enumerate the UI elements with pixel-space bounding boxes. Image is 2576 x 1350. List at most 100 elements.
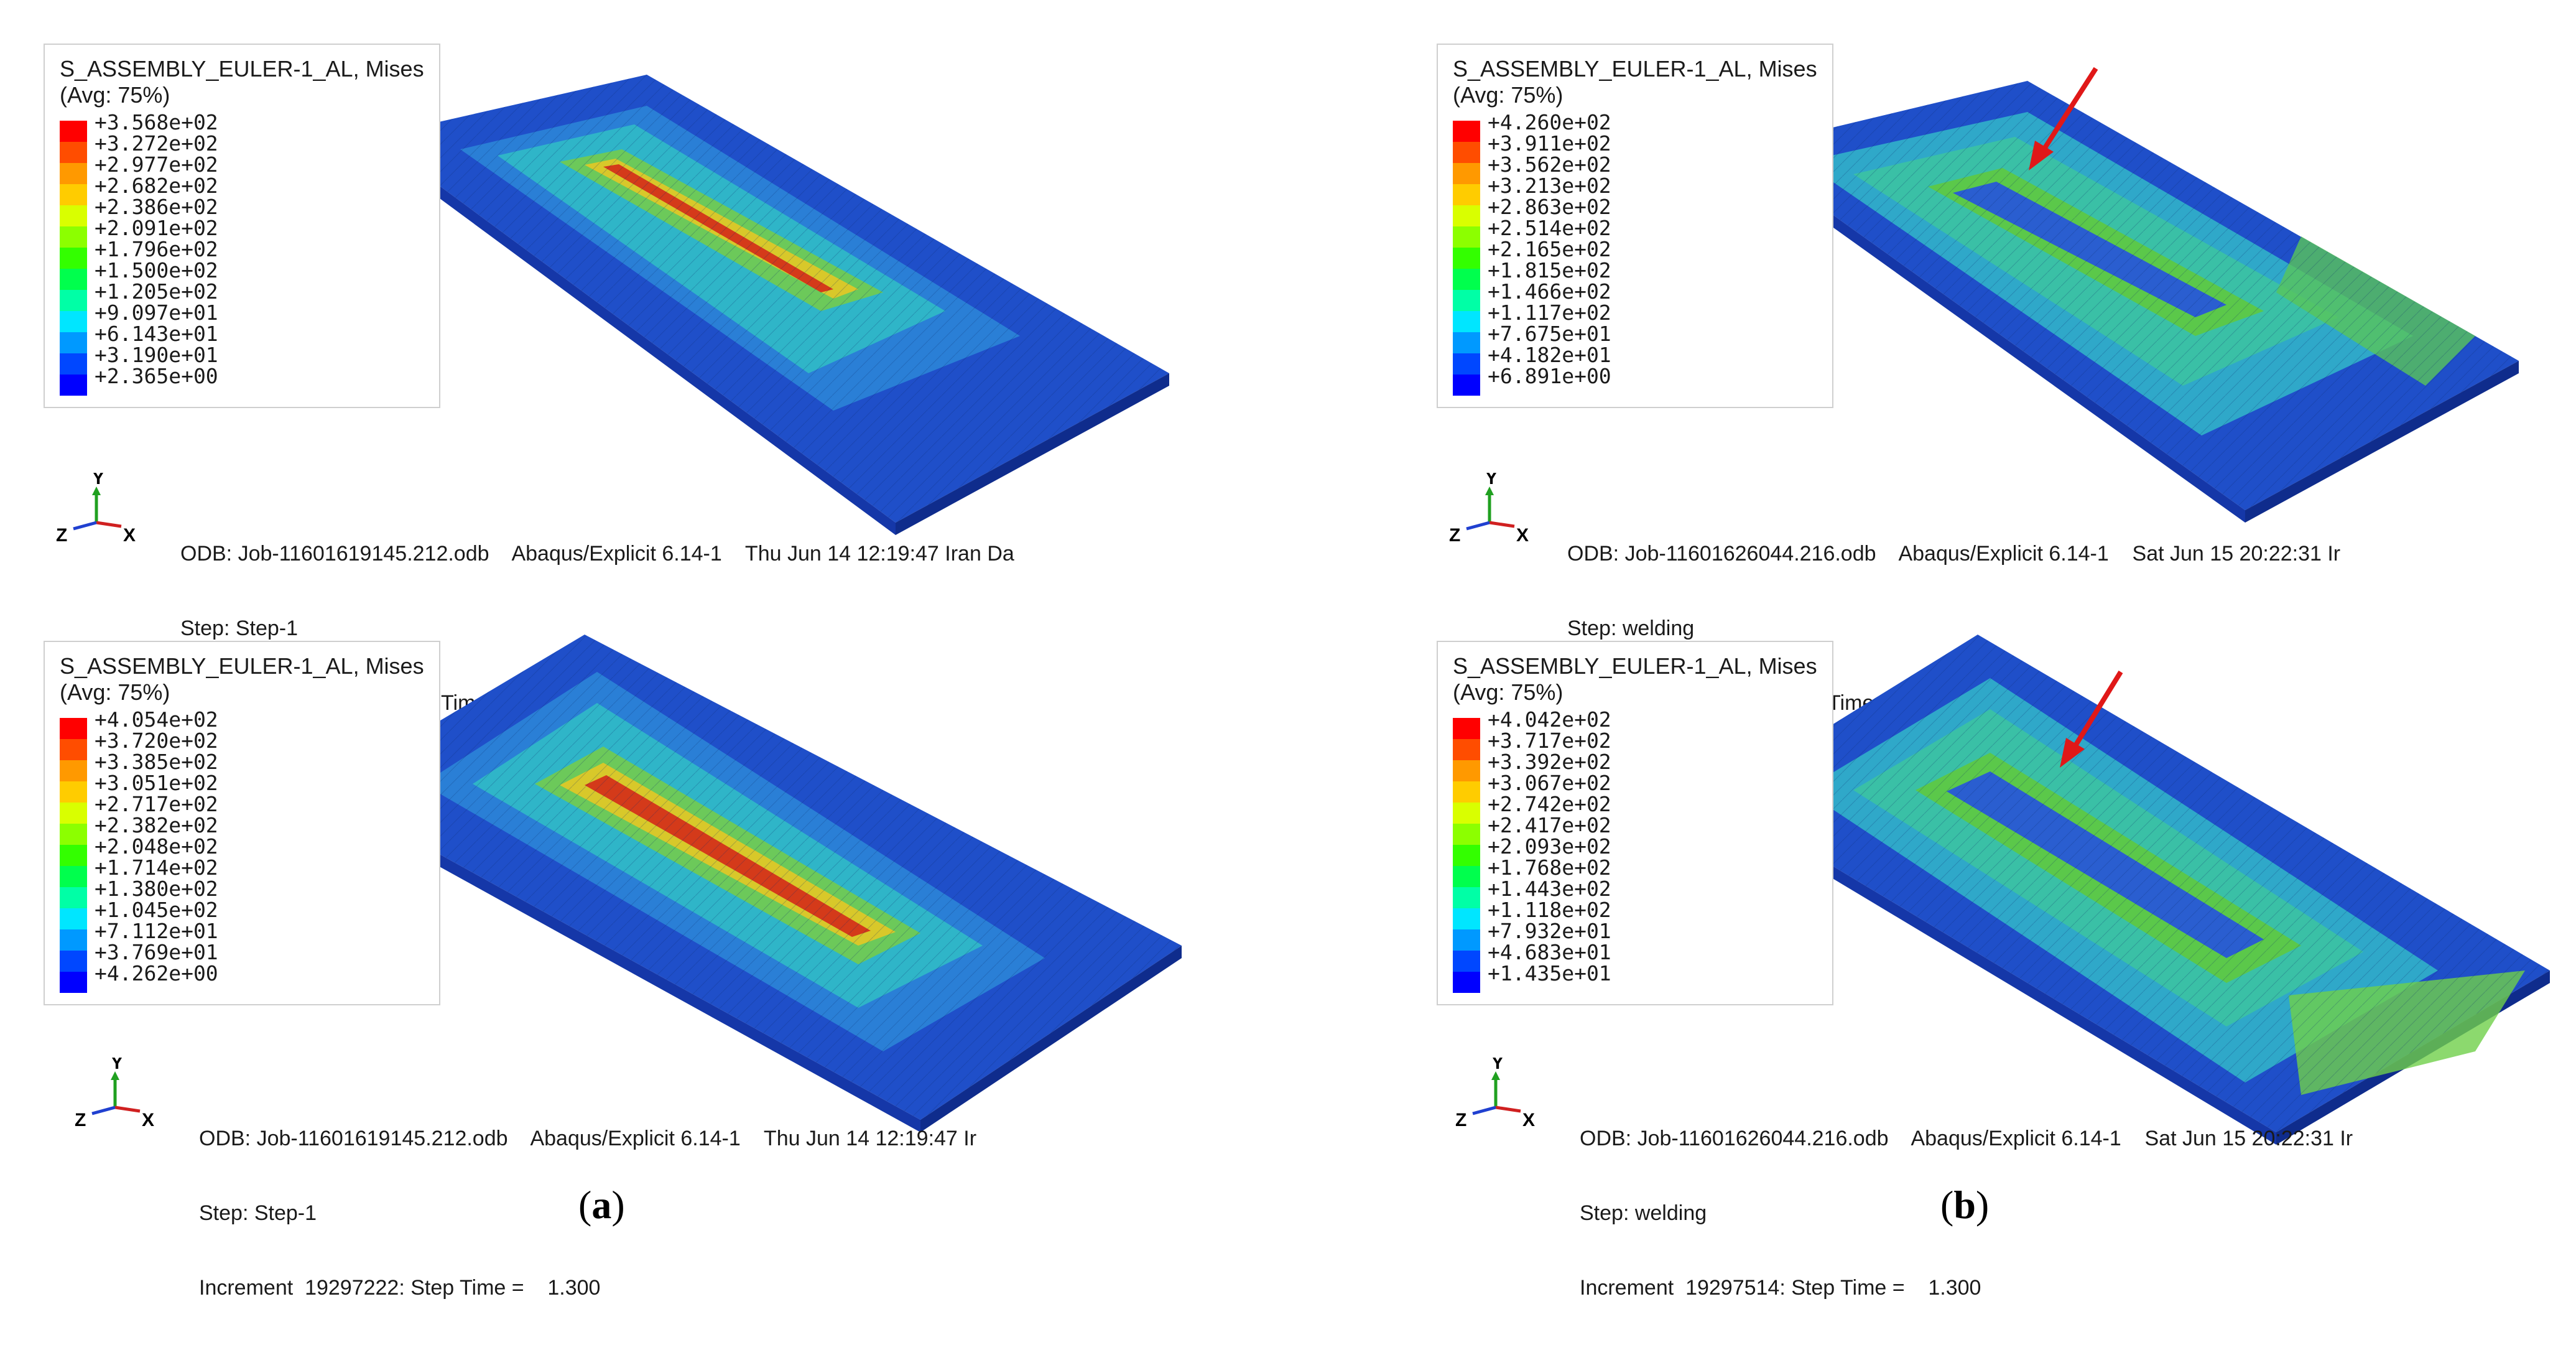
legend-color-swatch: [60, 269, 87, 290]
legend-color-swatch: [60, 845, 87, 866]
axis-triad-icon: Y Z X: [56, 473, 136, 546]
legend-color-swatch: [1453, 824, 1480, 845]
legend-value: +2.386e+02: [95, 195, 218, 219]
step-line: Step: welding: [1580, 1201, 1707, 1225]
legend-value: +3.385e+02: [95, 750, 218, 774]
legend-values: +4.042e+02 +3.717e+02 +3.392e+02 +3.067e…: [1488, 709, 1611, 993]
legend-subtitle: (Avg: 75%): [1453, 679, 1564, 705]
legend: S_ASSEMBLY_EULER-1_AL, Mises (Avg: 75%) …: [44, 641, 440, 1005]
legend-value: +1.815e+02: [1488, 258, 1611, 282]
legend-value: +4.260e+02: [1488, 110, 1611, 134]
legend-value: +1.435e+01: [1488, 961, 1611, 985]
axis-x-label: X: [142, 1110, 154, 1130]
axis-triad-icon: Y Z X: [1449, 473, 1529, 546]
increment-line: Increment 19297514: Step Time = 1.300: [1580, 1276, 1981, 1300]
legend-values: +3.568e+02 +3.272e+02 +2.977e+02 +2.682e…: [95, 112, 218, 396]
step-line: Step: welding: [1567, 617, 1695, 640]
legend-value: +9.097e+01: [95, 300, 218, 325]
axis-z-label: Z: [1455, 1110, 1466, 1130]
legend-color-swatch: [1453, 353, 1480, 375]
axis-triad-icon: Y Z X: [75, 1058, 154, 1130]
legend-value: +1.466e+02: [1488, 279, 1611, 304]
legend-values: +4.260e+02 +3.911e+02 +3.562e+02 +3.213e…: [1488, 112, 1611, 396]
legend-value: +4.262e+00: [95, 961, 218, 985]
legend-subtitle: (Avg: 75%): [60, 679, 170, 705]
legend-title: S_ASSEMBLY_EULER-1_AL, Mises: [60, 653, 424, 679]
legend-color-swatch: [1453, 290, 1480, 311]
step-line: Step: Step-1: [199, 1201, 317, 1225]
legend-value: +2.093e+02: [1488, 834, 1611, 859]
legend-color-swatch: [60, 205, 87, 226]
legend-values: +4.054e+02 +3.720e+02 +3.385e+02 +3.051e…: [95, 709, 218, 993]
plate-contour: [1717, 635, 2550, 1145]
legend-color-swatch: [60, 332, 87, 353]
legend-title: S_ASSEMBLY_EULER-1_AL, Mises: [1453, 653, 1817, 679]
legend-color-swatch: [1453, 248, 1480, 269]
legend-color-swatch: [60, 121, 87, 142]
plate-contour: [373, 75, 1169, 535]
legend-color-swatch: [60, 739, 87, 760]
legend-value: +3.067e+02: [1488, 771, 1611, 795]
axis-x-label: X: [123, 525, 136, 546]
legend-color-swatch: [60, 951, 87, 972]
legend-value: +3.562e+02: [1488, 152, 1611, 177]
legend-color-swatch: [60, 226, 87, 248]
legend-color-swatch: [1453, 929, 1480, 951]
legend-value: +4.042e+02: [1488, 707, 1611, 732]
legend-value: +3.190e+01: [95, 343, 218, 367]
legend-color-bar: [1453, 718, 1480, 993]
legend-color-swatch: [60, 375, 87, 396]
legend-color-swatch: [60, 887, 87, 908]
legend-color-swatch: [1453, 760, 1480, 781]
legend-color-swatch: [60, 760, 87, 781]
caption-b-letter: b: [1953, 1183, 1976, 1227]
legend-color-swatch: [1453, 781, 1480, 803]
legend-value: +3.272e+02: [95, 131, 218, 156]
legend-color-swatch: [1453, 332, 1480, 353]
legend-subtitle: (Avg: 75%): [1453, 82, 1564, 108]
legend-value: +1.117e+02: [1488, 300, 1611, 325]
legend-value: +3.717e+02: [1488, 729, 1611, 753]
legend-value: +4.683e+01: [1488, 940, 1611, 964]
legend-color-swatch: [1453, 184, 1480, 205]
legend-title: S_ASSEMBLY_EULER-1_AL, Mises: [60, 56, 424, 81]
axis-x-label: X: [1522, 1110, 1535, 1130]
axis-z-label: Z: [56, 525, 67, 546]
legend-value: +4.054e+02: [95, 707, 218, 732]
legend-color-swatch: [60, 781, 87, 803]
legend-color-bar: [60, 718, 87, 993]
legend-color-swatch: [60, 290, 87, 311]
legend-value: +3.051e+02: [95, 771, 218, 795]
legend-value: +1.205e+02: [95, 279, 218, 304]
legend-value: +2.514e+02: [1488, 216, 1611, 240]
legend-value: +1.500e+02: [95, 258, 218, 282]
legend: S_ASSEMBLY_EULER-1_AL, Mises (Avg: 75%) …: [1437, 44, 1833, 408]
legend-value: +3.392e+02: [1488, 750, 1611, 774]
arrow-marker-icon: [2029, 141, 2054, 170]
legend-color-swatch: [1453, 205, 1480, 226]
legend-color-swatch: [1453, 887, 1480, 908]
legend-color-swatch: [1453, 908, 1480, 929]
legend-value: +3.769e+01: [95, 940, 218, 964]
legend-color-swatch: [60, 353, 87, 375]
increment-line: Increment 19297222: Step Time = 1.300: [199, 1276, 601, 1300]
legend-value: +7.932e+01: [1488, 919, 1611, 943]
legend-value: +2.682e+02: [95, 174, 218, 198]
legend-value: +6.891e+00: [1488, 364, 1611, 388]
axis-y-label: Y: [1491, 1058, 1504, 1073]
odb-line: ODB: Job-11601626044.216.odb Abaqus/Expl…: [1567, 542, 2341, 566]
axis-triad-icon: Y Z X: [1455, 1058, 1535, 1130]
odb-line: ODB: Job-11601619145.212.odb Abaqus/Expl…: [180, 542, 1014, 566]
legend-value: +2.365e+00: [95, 364, 218, 388]
legend-color-swatch: [60, 718, 87, 739]
panel-a-bottom: S_ASSEMBLY_EULER-1_AL, Mises (Avg: 75%) …: [25, 622, 1294, 1300]
legend-color-swatch: [60, 163, 87, 184]
legend-value: +3.568e+02: [95, 110, 218, 134]
legend: S_ASSEMBLY_EULER-1_AL, Mises (Avg: 75%) …: [44, 44, 440, 408]
legend-color-swatch: [60, 866, 87, 887]
legend-value: +3.720e+02: [95, 729, 218, 753]
legend-value: +1.045e+02: [95, 898, 218, 922]
legend-value: +3.911e+02: [1488, 131, 1611, 156]
legend-color-swatch: [1453, 375, 1480, 396]
legend-color-swatch: [1453, 121, 1480, 142]
